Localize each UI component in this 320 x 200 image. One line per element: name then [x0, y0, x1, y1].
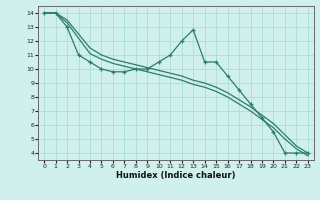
X-axis label: Humidex (Indice chaleur): Humidex (Indice chaleur) [116, 171, 236, 180]
